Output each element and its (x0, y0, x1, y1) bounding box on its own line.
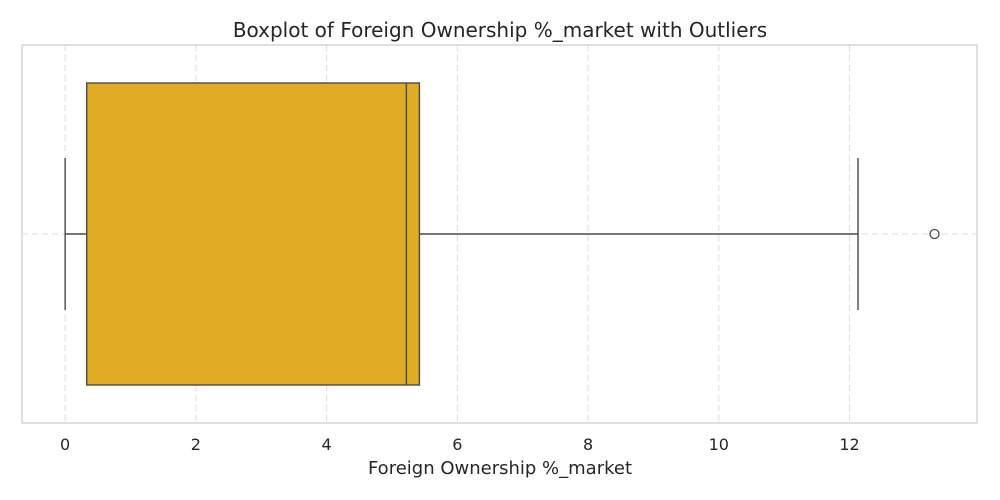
chart-title: Boxplot of Foreign Ownership %_market wi… (233, 18, 767, 42)
outlier-point (929, 228, 940, 240)
x-tick-label: 2 (191, 435, 201, 454)
iqr-box (86, 82, 421, 386)
x-tick-label: 0 (60, 435, 70, 454)
plot-frame (21, 44, 978, 424)
x-axis-label: Foreign Ownership %_market (368, 458, 632, 479)
box-layer (64, 82, 940, 386)
x-tick-labels: 0 2 4 6 8 10 12 (60, 435, 860, 454)
x-tick-label: 6 (452, 435, 462, 454)
x-tick-label: 10 (709, 435, 729, 454)
x-tick-label: 8 (583, 435, 593, 454)
x-tick-label: 12 (839, 435, 859, 454)
x-tick-label: 4 (322, 435, 332, 454)
